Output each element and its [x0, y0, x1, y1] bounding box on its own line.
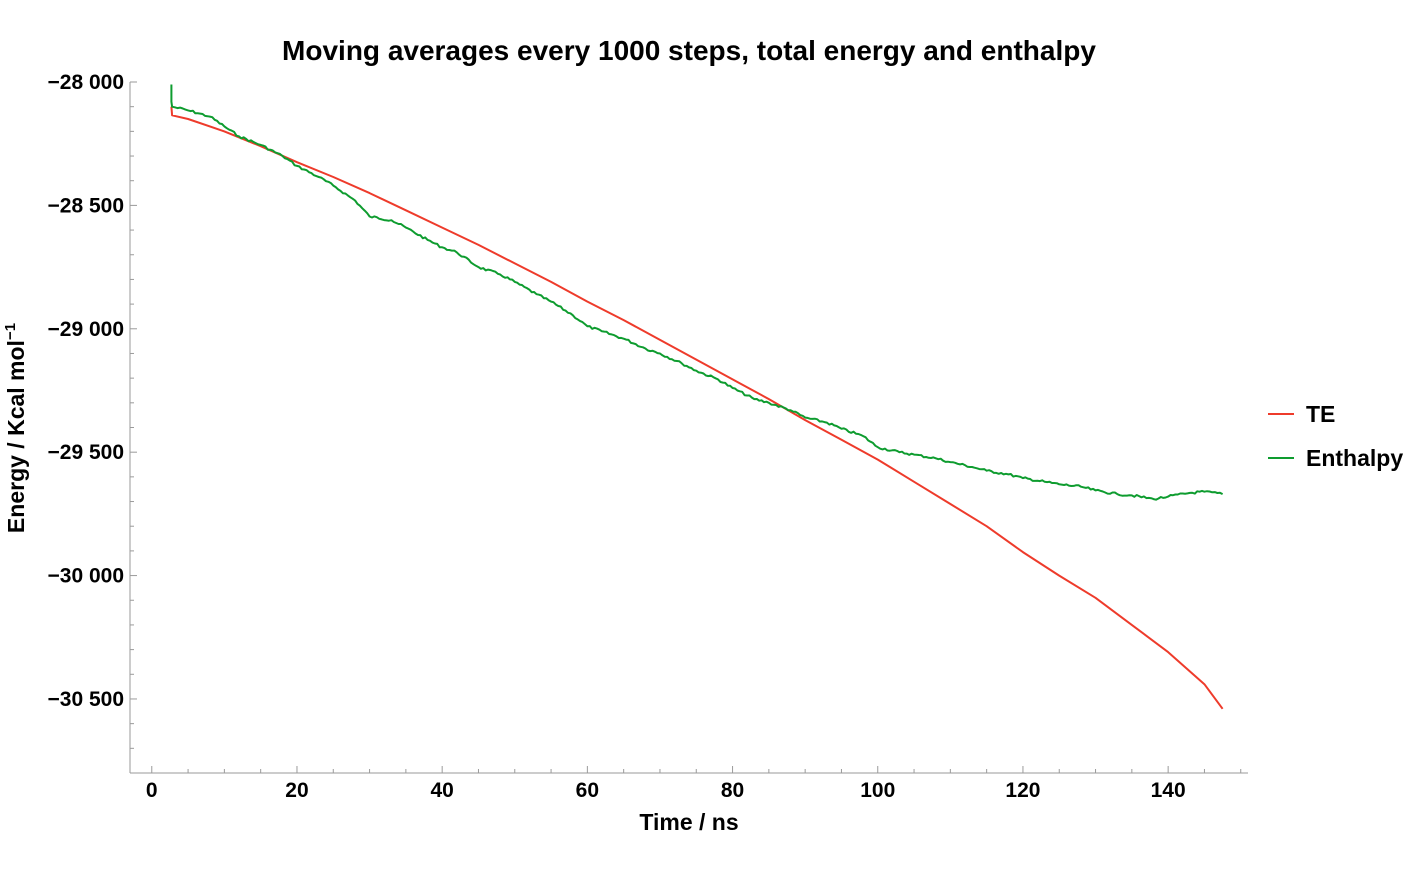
x-tick-label: 80	[721, 779, 744, 802]
y-axis-label-superscript: −1	[2, 323, 19, 340]
y-ticks: −28 000 −28 500 −29 000 −29 500 −30 000 −30 5…	[48, 71, 137, 774]
legend-label-te: TE	[1306, 401, 1335, 427]
x-axis-label: Time / ns	[639, 809, 738, 835]
y-tick-label: −28 500	[48, 194, 125, 217]
x-ticks: 0 20 40 60 80 100 120 140	[146, 766, 1242, 802]
legend: TE Enthalpy	[1268, 401, 1403, 471]
x-tick-label: 60	[576, 779, 599, 802]
axes	[129, 82, 1248, 774]
series-layer	[170, 84, 1224, 710]
y-axis-label-text: Energy / Kcal mol	[3, 340, 29, 533]
x-tick-label: 20	[285, 779, 308, 802]
x-tick-label: 100	[860, 779, 895, 802]
y-tick-label: −30 500	[48, 688, 125, 711]
y-tick-label: −29 500	[48, 441, 125, 464]
chart-title: Moving averages every 1000 steps, total …	[282, 35, 1096, 66]
legend-label-enthalpy: Enthalpy	[1306, 445, 1403, 471]
y-axis-label: Energy / Kcal mol−1	[2, 323, 29, 533]
y-tick-label: −30 000	[48, 565, 125, 588]
y-tick-label: −29 000	[48, 318, 125, 341]
series-line-te	[170, 106, 1224, 710]
x-tick-label: 40	[430, 779, 453, 802]
x-tick-label: 0	[146, 779, 158, 802]
x-tick-label: 120	[1005, 779, 1040, 802]
series-line-enthalpy	[170, 84, 1224, 501]
x-tick-label: 140	[1151, 779, 1186, 802]
y-tick-label: −28 000	[48, 71, 125, 94]
